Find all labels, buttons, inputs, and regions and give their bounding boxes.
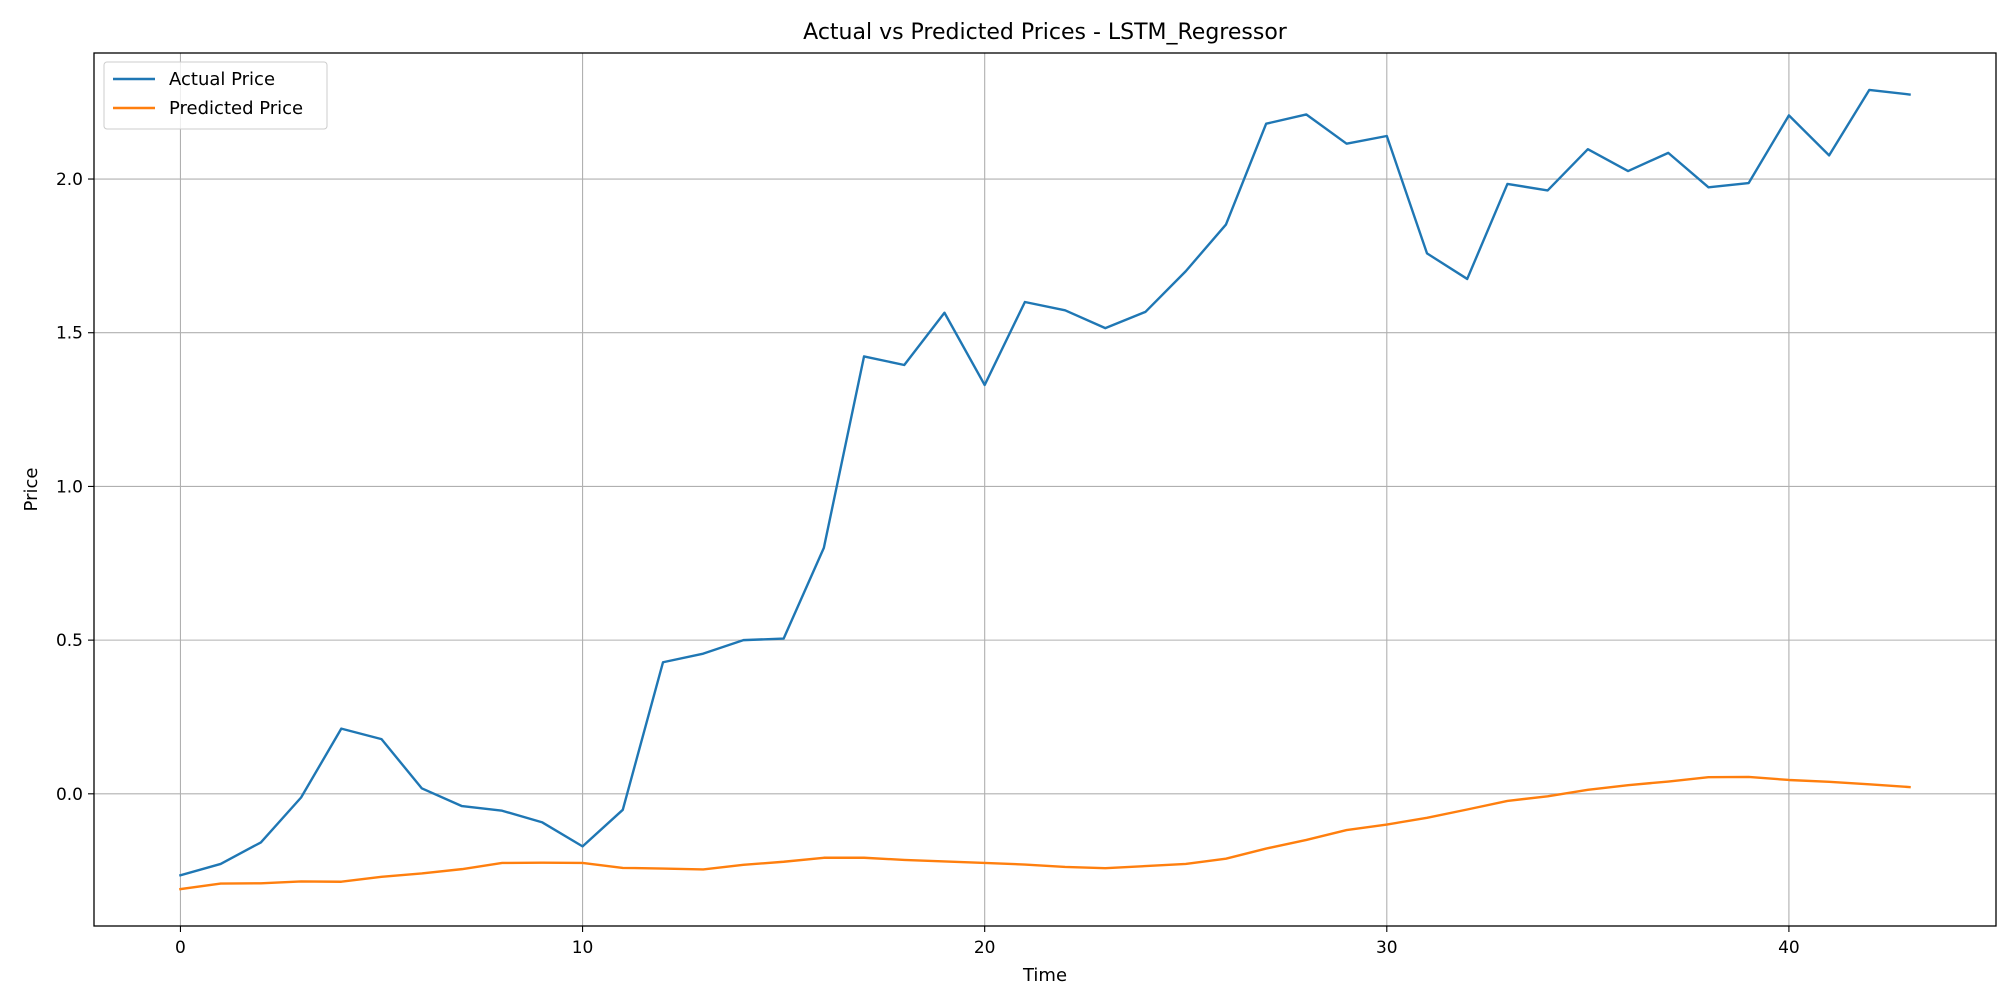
x-tick-label: 30 bbox=[1376, 938, 1398, 958]
actual-price-line bbox=[178, 88, 1911, 877]
y-tick-label: 1.0 bbox=[56, 477, 83, 497]
y-axis-label: Price bbox=[21, 468, 42, 512]
y-tick-label: 2.0 bbox=[56, 170, 83, 190]
legend: Actual Price Predicted Price bbox=[103, 61, 328, 130]
grid bbox=[94, 53, 1996, 926]
y-tick-label: 1.5 bbox=[56, 324, 83, 344]
x-axis-label: Time bbox=[1022, 965, 1067, 986]
axis-ticks: 0 10 20 30 40 0.0 0.5 1.0 1.5 2.0 bbox=[56, 170, 1800, 958]
legend-label-actual: Actual Price bbox=[169, 69, 275, 90]
series-lines bbox=[178, 88, 1911, 891]
x-tick-label: 40 bbox=[1778, 938, 1800, 958]
plot-frame bbox=[93, 52, 1997, 927]
x-tick-label: 0 bbox=[175, 938, 186, 958]
legend-box bbox=[103, 61, 328, 130]
x-tick-label: 20 bbox=[974, 938, 996, 958]
predicted-price-line bbox=[179, 775, 1911, 891]
x-tick-label: 10 bbox=[572, 938, 594, 958]
y-tick-label: 0.5 bbox=[56, 631, 83, 651]
legend-label-predicted: Predicted Price bbox=[169, 98, 303, 119]
y-tick-label: 0.0 bbox=[56, 785, 83, 805]
chart-title: Actual vs Predicted Prices - LSTM_Regres… bbox=[803, 20, 1288, 45]
